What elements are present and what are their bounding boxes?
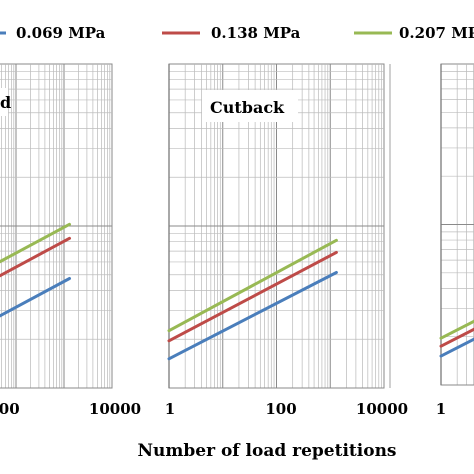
x-tick-label: 10000 <box>356 400 408 418</box>
series-line-2-1 <box>439 327 474 348</box>
series-line-1-0 <box>167 271 338 361</box>
series-line-2-2 <box>439 319 474 340</box>
x-axis-label: Number of load repetitions <box>137 441 396 461</box>
panel-label-box-0 <box>0 88 8 116</box>
panel-label-box-1 <box>202 90 298 122</box>
x-tick-label: 10000 <box>89 400 141 418</box>
panel-label-0: d <box>0 93 11 112</box>
series-line-0-2 <box>0 222 71 264</box>
series-line-1-2 <box>167 238 338 333</box>
panel-0: d 100 10000 <box>0 63 141 418</box>
x-tick-label: 1 <box>165 400 175 418</box>
legend: 0.069 MPa 0.138 MPa 0.207 MPa <box>0 24 474 42</box>
series-line-1-1 <box>167 250 338 343</box>
panel-1: Cutback 1 100 10000 <box>165 63 408 418</box>
legend-label-1: 0.138 MPa <box>211 24 301 42</box>
series-line-0-0 <box>0 277 71 318</box>
series-line-0-1 <box>0 236 71 278</box>
x-tick-label: 1 <box>436 400 446 418</box>
panel-2: 1 <box>436 63 474 418</box>
panel-label-1: Cutback <box>210 98 285 117</box>
x-tick-label: 100 <box>0 400 20 418</box>
legend-label-0: 0.069 MPa <box>16 24 106 42</box>
series-line-2-0 <box>439 337 474 358</box>
legend-label-2: 0.207 MPa <box>399 24 474 42</box>
x-tick-label: 100 <box>265 400 296 418</box>
chart-panels: d 100 10000 Cutback 1 100 10000 1 <box>0 63 474 418</box>
